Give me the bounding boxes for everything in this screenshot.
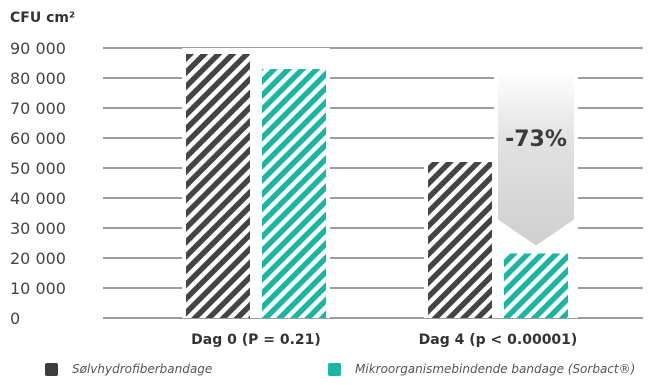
y-tick-label: 10 000 <box>10 279 66 298</box>
x-category-label: Dag 0 (P = 0.21) <box>191 332 321 348</box>
x-category-label: Dag 4 (p < 0.00001) <box>419 332 578 348</box>
legend-item-sorbact: Mikroorganismebindende bandage (Sorbact®… <box>328 362 635 376</box>
y-tick-label: 60 000 <box>10 129 66 148</box>
y-tick-label: 0 <box>10 309 20 328</box>
y-tick-label: 40 000 <box>10 189 66 208</box>
reduction-arrow-shape <box>498 70 574 246</box>
bars <box>186 54 568 318</box>
y-tick-label: 70 000 <box>10 99 66 118</box>
legend-label-sorbact: Mikroorganismebindende bandage (Sorbact®… <box>355 362 636 376</box>
bar-solvhydrofiber-0 <box>186 54 250 318</box>
reduction-annotation: -73% <box>505 127 567 152</box>
bar-sorbact-1 <box>504 253 568 318</box>
y-axis-label: CFU cm² <box>10 10 75 26</box>
y-tick-label: 90 000 <box>10 39 66 58</box>
legend-swatch-sorbact <box>328 362 341 376</box>
bar-solvhydrofiber-1 <box>428 162 492 318</box>
bar-chart: CFU cm² 90 000 80 000 70 000 60 000 50 000 40… <box>10 10 643 348</box>
legend-swatch-solvhydrofiber <box>45 362 58 376</box>
y-tick-label: 20 000 <box>10 249 66 268</box>
y-tick-label: 50 000 <box>10 159 66 178</box>
bar-sorbact-0 <box>262 69 326 318</box>
y-tick-label: 30 000 <box>10 219 66 238</box>
legend-item-solvhydrofiber: Sølvhydrofiberbandage <box>45 362 212 376</box>
y-axis-ticks: 90 000 80 000 70 000 60 000 50 000 40 000 30 0… <box>10 39 66 328</box>
y-tick-label: 80 000 <box>10 69 66 88</box>
x-axis-labels: Dag 0 (P = 0.21) Dag 4 (p < 0.00001) <box>191 332 577 348</box>
legend-label-solvhydrofiber: Sølvhydrofiberbandage <box>72 362 213 376</box>
reduction-arrow: -73% <box>498 70 574 246</box>
legend: Sølvhydrofiberbandage Mikroorganismebind… <box>0 362 663 382</box>
